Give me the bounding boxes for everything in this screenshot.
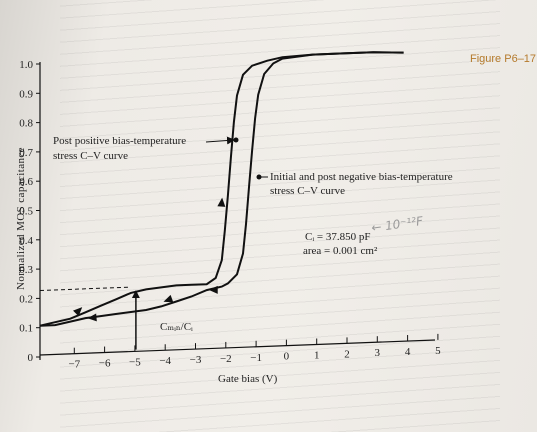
cmin-dashed-level (39, 286, 131, 292)
series-left-curve (39, 51, 404, 327)
left-curve-leader (205, 136, 235, 145)
y-tick-label: 0.9 (19, 88, 33, 100)
series-right-curve (39, 51, 404, 327)
x-tick-label: 3 (375, 347, 381, 359)
x-tick-label: −5 (129, 356, 141, 368)
right-curve-dot (256, 174, 262, 180)
y-tick-label: 0.5 (19, 206, 33, 218)
right-curve-label-line-1: Initial and post negative bias-temperatu… (270, 171, 453, 183)
y-tick-label: 0.3 (19, 264, 33, 276)
x-tick-label: −2 (220, 353, 232, 365)
x-tick-label: 0 (284, 351, 290, 363)
y-axis-label: Normalized MOS capacitance (15, 147, 27, 290)
handwriting-annotation: ← 10⁻¹²F (370, 214, 425, 235)
y-tick-label: 0.8 (19, 118, 33, 130)
left-curve-label-line-1: Post positive bias-temperature (53, 135, 186, 147)
x-tick-label: −1 (250, 352, 262, 364)
x-axis-label: Gate bias (V) (218, 373, 278, 385)
cmin-ci-label: Cₘᵢₙ/Cᵢ (160, 321, 193, 333)
x-tick-label: −4 (159, 355, 171, 367)
right-curve-label-line-2: stress C–V curve (270, 185, 345, 197)
y-tick-label: 0.1 (19, 323, 33, 335)
x-tick-label: 2 (344, 348, 350, 360)
left-curve-label-line-2: stress C–V curve (53, 150, 128, 162)
x-tick-label: −3 (190, 354, 202, 366)
x-tick-label: 1 (314, 349, 320, 361)
x-tick-label: −7 (68, 359, 80, 371)
curve-arrowhead (208, 285, 218, 294)
curve-arrowhead (87, 313, 97, 322)
left-curve-dot (233, 137, 239, 143)
figure-label: Figure P6–17 (470, 53, 536, 65)
y-tick-label: 0 (28, 352, 34, 364)
x-tick-label: 4 (405, 346, 411, 358)
y-tick-label: 0.6 (19, 176, 33, 188)
y-tick-label: 0.4 (19, 235, 33, 247)
area-value: area = 0.001 cm² (303, 245, 378, 257)
y-tick-label: 0.2 (19, 293, 33, 305)
x-axis (39, 339, 436, 356)
x-tick-label: −6 (99, 358, 111, 370)
ci-value: Cᵢ = 37.850 pF (305, 231, 370, 243)
curve-direction-arrows (73, 197, 226, 322)
y-ticks: 0 0.1 0.2 0.3 0.4 0.5 0.6 0.7 0.8 0.9 1.0 (19, 59, 40, 364)
y-tick-label: 0.7 (19, 147, 33, 159)
curve-arrowhead (163, 294, 174, 303)
y-tick-label: 1.0 (19, 59, 33, 71)
x-tick-label: 5 (435, 345, 441, 357)
curve-arrowhead (217, 197, 226, 207)
x-ticks: −7 −6 −5 −4 −3 −2 −1 0 1 2 3 4 5 (68, 333, 441, 371)
curve-arrowhead (73, 307, 83, 317)
